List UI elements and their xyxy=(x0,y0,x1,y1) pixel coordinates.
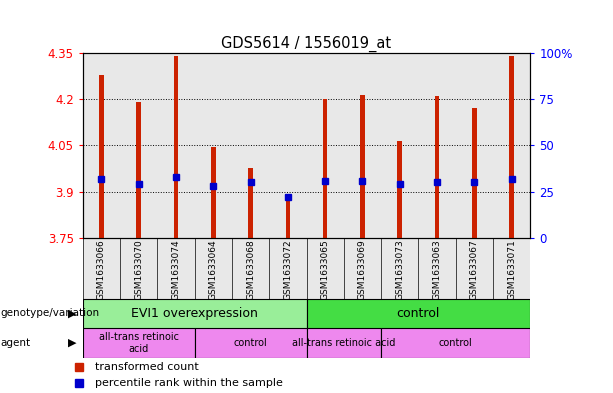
Text: GSM1633070: GSM1633070 xyxy=(134,240,143,300)
Bar xyxy=(306,328,381,358)
Bar xyxy=(455,238,493,299)
Bar xyxy=(323,99,327,238)
Bar xyxy=(195,238,232,299)
Bar xyxy=(269,53,306,238)
Text: GSM1633067: GSM1633067 xyxy=(470,240,479,300)
Bar xyxy=(120,238,158,299)
Bar xyxy=(381,328,530,358)
Text: ▶: ▶ xyxy=(67,338,76,348)
Bar xyxy=(158,238,195,299)
Bar xyxy=(232,53,269,238)
Bar xyxy=(269,238,306,299)
Bar xyxy=(360,95,365,238)
Text: percentile rank within the sample: percentile rank within the sample xyxy=(95,378,283,388)
Bar xyxy=(195,53,232,238)
Bar xyxy=(232,238,269,299)
Bar xyxy=(306,53,344,238)
Bar xyxy=(397,141,402,238)
Bar xyxy=(472,108,476,238)
Bar xyxy=(99,75,104,238)
Bar xyxy=(493,53,530,238)
Title: GDS5614 / 1556019_at: GDS5614 / 1556019_at xyxy=(221,35,392,52)
Text: GSM1633071: GSM1633071 xyxy=(507,240,516,300)
Text: control: control xyxy=(439,338,473,348)
Bar xyxy=(493,238,530,299)
Bar xyxy=(344,53,381,238)
Bar xyxy=(306,238,344,299)
Bar xyxy=(83,238,120,299)
Bar xyxy=(381,238,418,299)
Text: GSM1633066: GSM1633066 xyxy=(97,240,106,300)
Text: GSM1633063: GSM1633063 xyxy=(433,240,441,300)
Bar xyxy=(83,53,120,238)
Text: GSM1633068: GSM1633068 xyxy=(246,240,255,300)
Text: all-trans retinoic
acid: all-trans retinoic acid xyxy=(99,332,179,354)
Bar xyxy=(158,53,195,238)
Bar xyxy=(195,328,306,358)
Text: agent: agent xyxy=(1,338,31,348)
Text: GSM1633074: GSM1633074 xyxy=(172,240,180,300)
Text: GSM1633073: GSM1633073 xyxy=(395,240,404,300)
Text: ▶: ▶ xyxy=(67,309,76,318)
Bar xyxy=(509,56,514,238)
Text: GSM1633064: GSM1633064 xyxy=(209,240,218,300)
Bar xyxy=(435,96,440,238)
Bar xyxy=(419,53,455,238)
Text: GSM1633072: GSM1633072 xyxy=(283,240,292,300)
Bar xyxy=(173,56,178,238)
Text: all-trans retinoic acid: all-trans retinoic acid xyxy=(292,338,395,348)
Text: control: control xyxy=(234,338,267,348)
Bar xyxy=(120,53,158,238)
Bar xyxy=(455,53,493,238)
Text: GSM1633065: GSM1633065 xyxy=(321,240,330,300)
Text: genotype/variation: genotype/variation xyxy=(1,309,100,318)
Bar xyxy=(381,53,419,238)
Bar xyxy=(137,102,141,238)
Bar xyxy=(286,198,290,238)
Bar xyxy=(306,299,530,328)
Text: control: control xyxy=(397,307,440,320)
Bar xyxy=(418,238,455,299)
Bar xyxy=(83,328,195,358)
Bar xyxy=(211,147,216,238)
Bar xyxy=(248,169,253,238)
Text: GSM1633069: GSM1633069 xyxy=(358,240,367,300)
Text: EVI1 overexpression: EVI1 overexpression xyxy=(131,307,258,320)
Text: transformed count: transformed count xyxy=(95,362,199,372)
Bar xyxy=(83,299,306,328)
Bar xyxy=(344,238,381,299)
